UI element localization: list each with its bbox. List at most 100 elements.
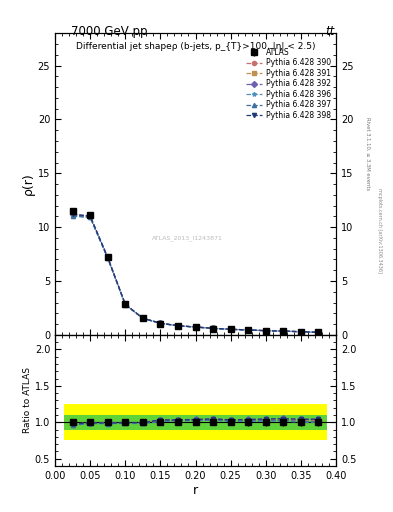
Pythia 6.428 397 [140,315,145,322]
Pythia 6.428 397 [228,326,233,332]
Pythia 6.428 392 [263,328,268,334]
Pythia 6.428 390 [176,323,180,329]
Y-axis label: ρ(r): ρ(r) [22,173,35,196]
Pythia 6.428 390 [88,214,92,220]
Pythia 6.428 390 [140,315,145,322]
Pythia 6.428 392 [105,254,110,260]
Pythia 6.428 398 [211,325,215,331]
Pythia 6.428 392 [193,324,198,330]
Pythia 6.428 390 [70,212,75,218]
Pythia 6.428 397 [263,328,268,334]
Pythia 6.428 392 [158,320,163,326]
Pythia 6.428 396 [88,215,92,221]
Pythia 6.428 391 [158,320,163,326]
Pythia 6.428 391 [70,211,75,218]
Pythia 6.428 398 [281,328,286,334]
Pythia 6.428 391 [88,214,92,220]
Pythia 6.428 392 [140,315,145,321]
Pythia 6.428 390 [228,326,233,332]
Pythia 6.428 396 [246,327,251,333]
Pythia 6.428 390 [299,329,303,335]
Pythia 6.428 396 [158,321,163,327]
Pythia 6.428 398 [193,324,198,330]
X-axis label: r: r [193,483,198,497]
Pythia 6.428 391 [140,315,145,322]
Pythia 6.428 398 [316,329,321,335]
Line: Pythia 6.428 397: Pythia 6.428 397 [70,214,321,334]
Text: 7000 GeV pp: 7000 GeV pp [71,25,147,38]
Pythia 6.428 398 [176,323,180,329]
Pythia 6.428 397 [88,214,92,220]
Pythia 6.428 398 [263,328,268,334]
Pythia 6.428 391 [176,323,180,329]
Pythia 6.428 396 [281,328,286,334]
Pythia 6.428 398 [70,211,75,218]
Pythia 6.428 397 [158,321,163,327]
Text: mcplots.cern.ch [arXiv:1306.3436]: mcplots.cern.ch [arXiv:1306.3436] [377,188,382,273]
Text: ATLAS_2013_I1243871: ATLAS_2013_I1243871 [152,236,222,241]
Pythia 6.428 397 [299,329,303,335]
Pythia 6.428 397 [176,323,180,329]
Line: Pythia 6.428 391: Pythia 6.428 391 [70,212,321,334]
Pythia 6.428 391 [246,327,251,333]
Pythia 6.428 391 [193,324,198,330]
Pythia 6.428 391 [263,328,268,334]
Pythia 6.428 396 [299,329,303,335]
Pythia 6.428 397 [193,324,198,330]
Pythia 6.428 391 [299,329,303,335]
Line: Pythia 6.428 392: Pythia 6.428 392 [70,212,321,334]
Pythia 6.428 397 [246,327,251,333]
Pythia 6.428 392 [299,329,303,335]
Pythia 6.428 397 [123,302,128,308]
Pythia 6.428 390 [281,328,286,334]
Pythia 6.428 397 [281,328,286,334]
Pythia 6.428 391 [211,325,215,331]
Text: tt: tt [325,25,335,38]
Text: Rivet 3.1.10, ≥ 3.3M events: Rivet 3.1.10, ≥ 3.3M events [365,117,370,190]
Pythia 6.428 391 [105,254,110,260]
Pythia 6.428 396 [176,323,180,329]
Pythia 6.428 392 [281,328,286,334]
Pythia 6.428 392 [211,325,215,331]
Pythia 6.428 390 [211,325,215,331]
Pythia 6.428 392 [123,301,128,307]
Pythia 6.428 397 [70,213,75,219]
Pythia 6.428 397 [211,325,215,331]
Pythia 6.428 391 [123,301,128,307]
Pythia 6.428 398 [88,213,92,219]
Pythia 6.428 391 [316,329,321,335]
Pythia 6.428 398 [158,320,163,326]
Pythia 6.428 396 [123,302,128,308]
Pythia 6.428 396 [105,255,110,262]
Pythia 6.428 398 [105,254,110,261]
Pythia 6.428 392 [228,326,233,332]
Line: Pythia 6.428 398: Pythia 6.428 398 [70,212,321,334]
Pythia 6.428 397 [316,329,321,335]
Pythia 6.428 398 [228,326,233,332]
Pythia 6.428 398 [299,329,303,335]
Pythia 6.428 392 [176,323,180,329]
Pythia 6.428 392 [246,327,251,333]
Pythia 6.428 397 [105,255,110,261]
Pythia 6.428 396 [228,326,233,332]
Pythia 6.428 396 [211,325,215,331]
Pythia 6.428 396 [140,315,145,322]
Pythia 6.428 391 [228,326,233,332]
Pythia 6.428 391 [281,328,286,334]
Pythia 6.428 390 [316,329,321,335]
Pythia 6.428 390 [263,328,268,334]
Pythia 6.428 392 [70,211,75,217]
Y-axis label: Ratio to ATLAS: Ratio to ATLAS [23,368,32,433]
Pythia 6.428 392 [316,329,321,335]
Pythia 6.428 390 [246,327,251,333]
Legend: ATLAS, Pythia 6.428 390, Pythia 6.428 391, Pythia 6.428 392, Pythia 6.428 396, P: ATLAS, Pythia 6.428 390, Pythia 6.428 39… [244,46,332,121]
Line: Pythia 6.428 390: Pythia 6.428 390 [70,213,321,334]
Pythia 6.428 392 [88,213,92,219]
Text: Differential jet shapeρ (b-jets, p_{T}>100, |η| < 2.5): Differential jet shapeρ (b-jets, p_{T}>1… [76,42,315,51]
Pythia 6.428 396 [193,324,198,330]
Line: Pythia 6.428 396: Pythia 6.428 396 [70,215,321,334]
Pythia 6.428 398 [246,327,251,333]
Pythia 6.428 398 [140,315,145,322]
Pythia 6.428 390 [105,255,110,261]
Pythia 6.428 396 [316,329,321,335]
